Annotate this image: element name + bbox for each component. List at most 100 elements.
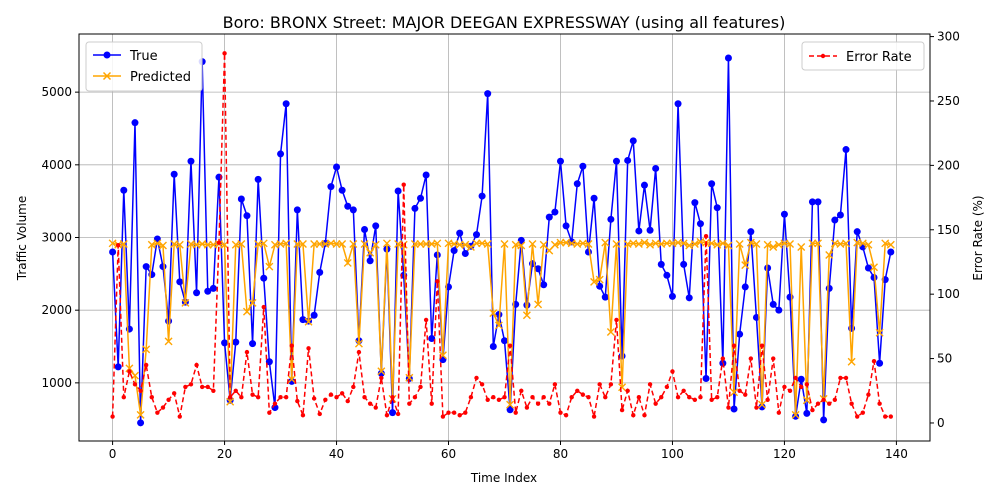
data-point-error-rate [155,410,160,415]
data-point-predicted [875,328,884,337]
data-point-error-rate [227,395,233,400]
data-point-true [506,406,514,414]
data-point-error-rate [765,397,770,402]
data-point-true [556,157,564,165]
data-point-true [607,215,615,223]
data-point-predicted [500,240,509,249]
data-point-true [461,249,469,257]
data-point-error-rate [334,395,339,400]
data-point-true [265,358,273,366]
data-point-true [349,206,357,214]
data-point-error-rate [787,388,793,393]
data-point-true [562,222,570,230]
data-point-error-rate [233,388,238,393]
data-point-true [640,181,648,189]
data-point-predicted [881,239,890,248]
data-point-error-rate [491,395,496,400]
data-point-error-rate [804,382,810,387]
data-point-predicted [634,240,643,249]
data-point-error-rate [524,405,530,410]
data-point-true [584,248,592,256]
data-point-true [612,157,620,165]
data-point-predicted [130,371,139,380]
data-point-true [193,289,201,297]
data-point-error-rate [860,410,866,415]
data-point-error-rate [407,401,412,406]
data-point-true [159,263,167,271]
data-point-predicted [522,311,531,320]
data-point-true [775,306,783,314]
data-point-predicted [248,298,257,307]
data-point-error-rate [681,388,686,393]
data-point-error-rate [160,405,166,410]
data-point-error-rate [379,375,384,381]
data-point-true [389,409,397,417]
data-point-true [316,268,324,276]
x-tick-label: 60 [441,447,456,461]
data-point-error-rate [351,384,356,390]
data-point-predicted [108,239,117,248]
data-point-error-rate [127,369,132,374]
data-point-true [221,339,229,347]
data-point-error-rate [653,401,658,406]
data-point-error-rate [502,395,507,400]
data-point-error-rate [563,413,569,418]
data-point-error-rate [463,410,468,415]
data-point-error-rate [843,375,849,381]
data-point-true [814,198,822,206]
data-point-true [741,283,749,291]
data-point-error-rate [698,395,703,400]
data-point-true [764,264,772,272]
data-point-error-rate [535,401,541,406]
data-point-true [137,419,145,427]
data-point-predicted [601,238,610,247]
x-axis-label: Time Index [470,471,537,485]
data-point-predicted [870,263,879,272]
data-point-true [450,247,458,255]
data-point-true [131,119,139,127]
data-point-error-rate [625,388,630,393]
data-point-true [713,204,721,212]
data-point-predicted [237,240,246,249]
data-point-error-rate [832,397,838,402]
data-point-error-rate [709,397,714,402]
data-point-error-rate [759,343,765,348]
data-point-true [724,54,732,62]
x-tick-label: 20 [217,447,232,461]
data-point-true [769,300,777,308]
legend-true-label: True [129,49,158,64]
data-point-predicted [466,242,475,251]
data-point-true [170,170,178,178]
data-point-true [887,248,895,256]
data-point-predicted [707,239,716,248]
data-point-error-rate [395,411,401,417]
data-point-predicted [506,400,515,409]
data-point-predicted [679,239,688,248]
data-point-error-rate [810,407,815,413]
data-point-true [361,226,369,234]
data-point-predicted [814,239,823,248]
data-point-true [573,180,581,188]
data-point-predicted [690,240,699,249]
data-point-error-rate [888,414,894,419]
data-point-error-rate [412,395,418,400]
data-point-error-rate [530,395,535,400]
data-point-true [260,274,268,282]
data-point-true [120,186,128,194]
data-point-error-rate [496,397,502,402]
data-point-error-rate [670,369,675,374]
data-point-error-rate [239,395,244,400]
data-point-true [702,374,710,382]
data-point-true [277,150,285,158]
data-point-error-rate [283,395,289,400]
data-point-error-rate [115,243,121,248]
data-point-error-rate [479,382,485,387]
data-point-true [165,317,173,325]
data-point-true [254,175,262,183]
data-point-true [338,186,346,194]
data-point-error-rate [183,384,188,390]
data-point-error-rate [703,234,709,239]
data-point-true [876,359,884,367]
data-point-true [209,284,217,292]
data-point-error-rate [547,401,552,406]
